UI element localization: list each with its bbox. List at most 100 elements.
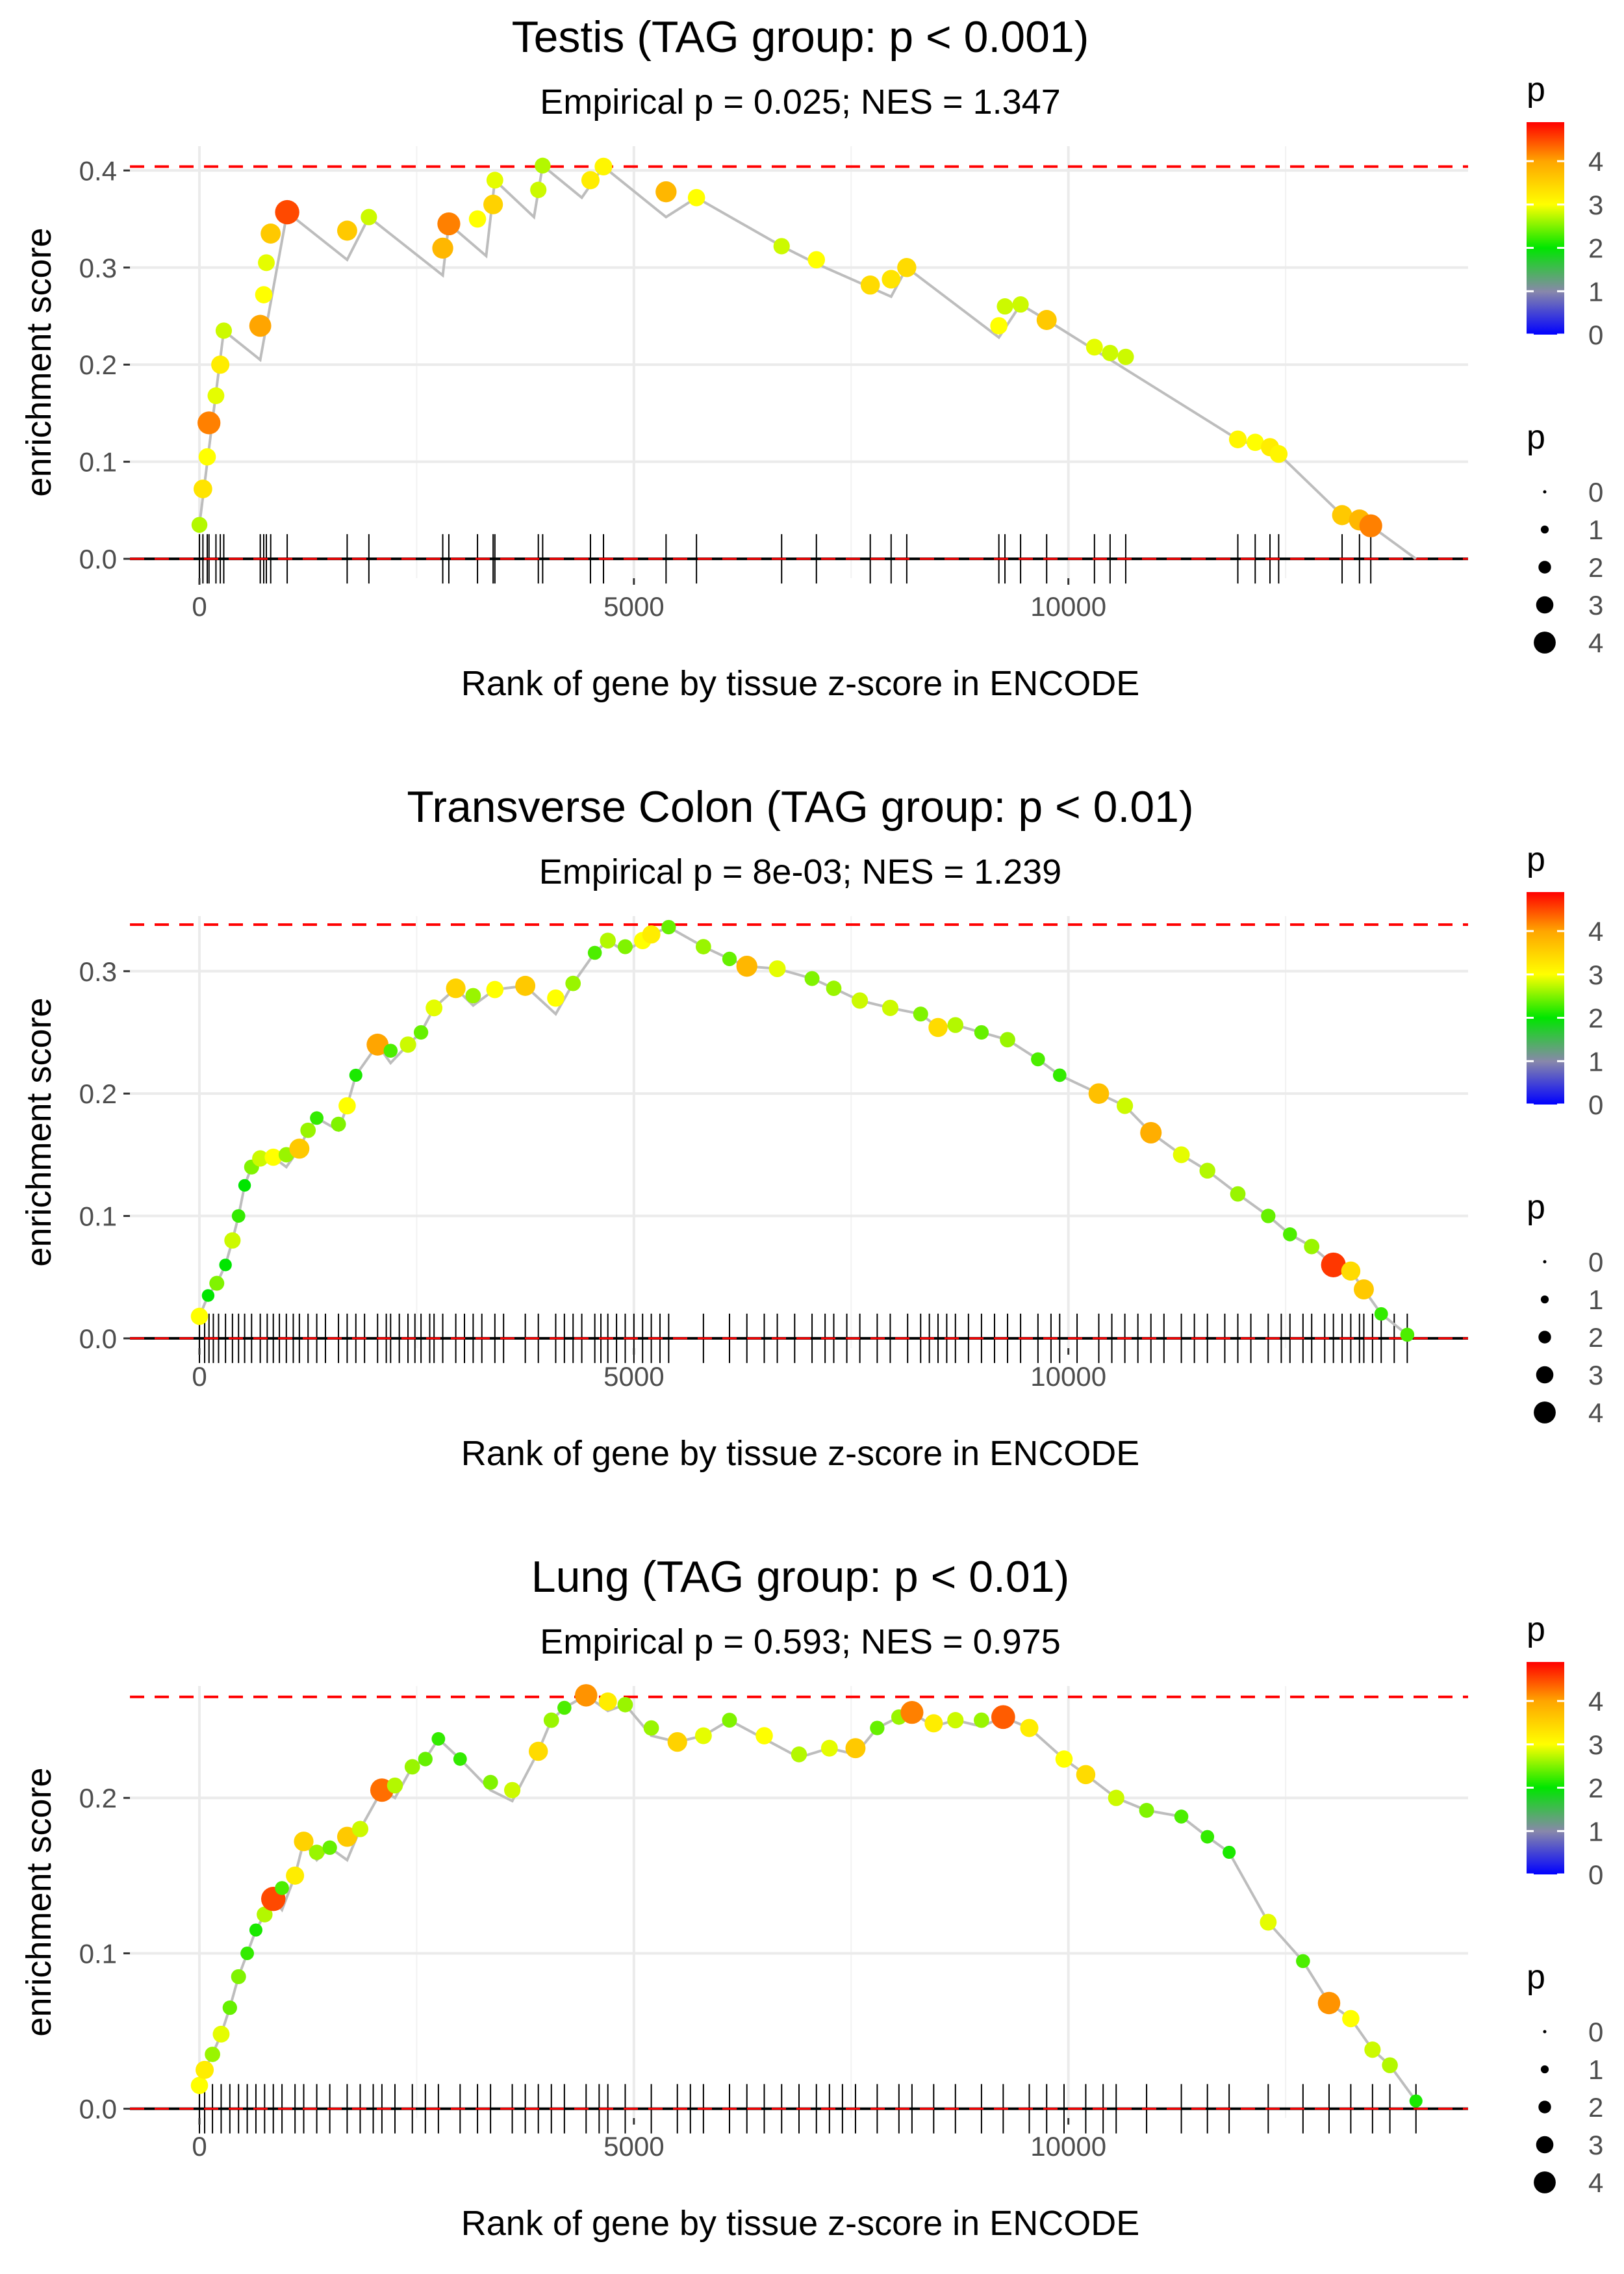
colorbar [1527,122,1564,335]
data-point [431,1731,446,1746]
chart-title: Testis (TAG group: p < 0.001) [512,12,1089,62]
data-point [547,989,565,1007]
size-key-label: 0 [1588,2017,1603,2047]
colorbar-label: 3 [1588,960,1603,990]
data-point [309,1845,325,1860]
data-point [687,188,705,207]
data-point [349,1068,362,1082]
size-key-dot [1540,2065,1549,2074]
size-key-label: 1 [1588,515,1603,545]
data-point [383,1043,398,1058]
data-point [773,238,790,255]
data-point [924,1714,943,1733]
data-point [845,1738,866,1759]
y-tick-label: 0.0 [79,2094,117,2125]
size-key-dot [1538,2101,1551,2114]
data-point [190,1307,209,1325]
data-point [1117,348,1134,365]
size-key-dot [1536,1366,1554,1384]
size-key-dot [1543,2030,1547,2034]
points [191,157,1382,537]
data-point [486,980,504,999]
data-point [260,224,281,244]
panel-2: Transverse Colon (TAG group: p < 0.01) Em… [19,782,1603,1473]
data-point [400,1036,416,1053]
data-point [947,1017,963,1033]
data-point [191,517,208,533]
data-point [1031,1052,1045,1067]
data-point [322,1840,337,1855]
data-point [361,209,377,225]
colorbar-label: 2 [1588,1773,1603,1804]
data-point [528,1741,548,1761]
panel-1: Testis (TAG group: p < 0.001) Empirical p… [19,12,1603,703]
data-point [351,1820,369,1837]
y-axis-label: enrichment score [19,227,58,496]
data-point [617,939,633,954]
data-point [336,1826,357,1847]
data-point [1173,1146,1190,1164]
size-legend-title: p [1527,1958,1545,1996]
data-point [600,932,616,949]
data-point [1342,2010,1360,2028]
data-point [996,298,1013,315]
data-point [1102,344,1119,361]
legend: p 0 1 2 3 4 p 0 1 2 3 4 [1527,71,1603,658]
data-point [437,212,461,236]
data-point [1304,1238,1320,1255]
data-point [643,1720,659,1736]
colorbar-label: 3 [1588,190,1603,220]
points [190,1684,1423,2108]
colorbar-label: 2 [1588,1003,1603,1034]
data-point [575,1684,598,1707]
x-tick-label: 10000 [1030,1361,1106,1392]
chart-title: Transverse Colon (TAG group: p < 0.01) [407,782,1193,832]
data-point [432,237,453,259]
chart-subtitle: Empirical p = 0.025; NES = 1.347 [540,83,1060,121]
data-point [991,1705,1015,1730]
size-key-dot [1543,1260,1547,1264]
data-point [425,999,443,1017]
data-point [275,199,299,225]
colorbar-label: 0 [1588,320,1603,350]
size-key-label: 0 [1588,1247,1603,1277]
data-point [258,254,275,272]
size-key-dot [1536,2136,1554,2154]
data-point [336,220,357,241]
data-point [207,387,225,404]
data-point [1036,310,1057,330]
colorbar-label: 4 [1588,916,1603,947]
colorbar-label: 2 [1588,233,1603,264]
data-point [1020,1718,1039,1737]
data-point [275,1881,289,1895]
data-point [974,1712,989,1728]
panel-3: Lung (TAG group: p < 0.01) Empirical p = … [19,1552,1603,2243]
data-point [255,286,273,303]
data-point [231,1209,246,1223]
data-point [594,157,613,176]
colorbar [1527,892,1564,1105]
data-point [694,1727,712,1744]
data-point [974,1025,989,1040]
data-point [446,978,466,999]
data-point [1076,1765,1096,1785]
data-point [1374,1307,1388,1321]
size-key-label: 2 [1588,1322,1603,1353]
size-key-dot [1538,1331,1551,1344]
colorbar [1527,1662,1564,1874]
x-tick-label: 5000 [603,2131,664,2162]
data-point [565,975,581,991]
grid [130,916,1468,1348]
data-point [294,1832,314,1852]
size-key-label: 1 [1588,2054,1603,2085]
size-legend-title: p [1527,418,1545,456]
data-point [1296,1954,1310,1969]
y-tick-label: 0.0 [79,1323,117,1354]
data-point [1260,1913,1277,1931]
data-point [852,992,869,1009]
data-point [212,2025,230,2043]
colorbar-label: 1 [1588,276,1603,307]
data-point [219,1258,232,1271]
